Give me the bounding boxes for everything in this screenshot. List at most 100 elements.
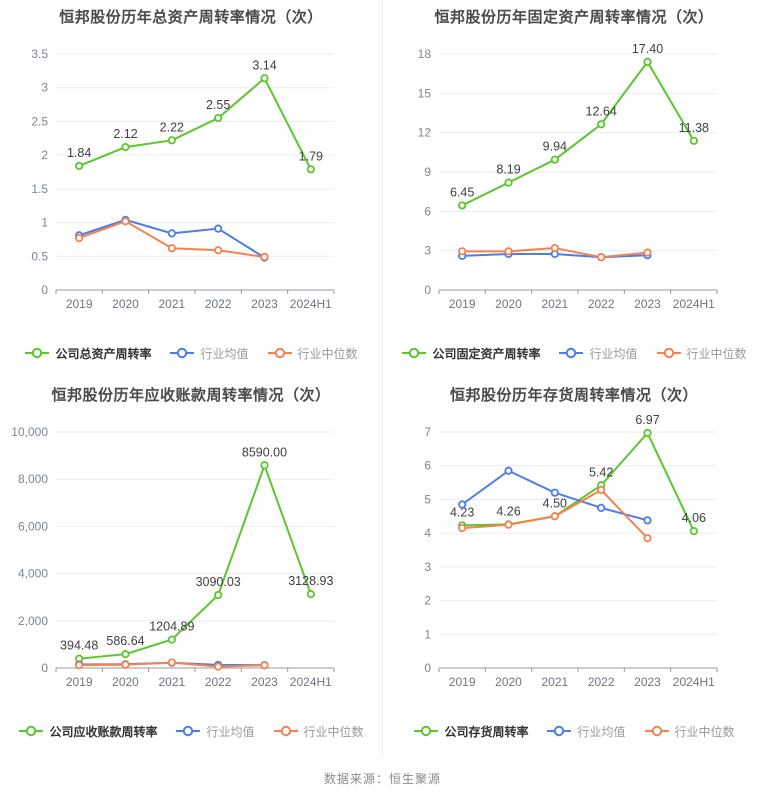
data-point-marker[interactable] <box>167 658 176 667</box>
data-point-marker[interactable] <box>643 248 652 257</box>
data-point-marker[interactable] <box>306 165 315 174</box>
legend-item[interactable]: 行业均值 <box>558 345 638 362</box>
legend-label: 公司固定资产周转率 <box>432 346 541 361</box>
data-point-marker[interactable] <box>75 233 84 243</box>
data-point-marker[interactable] <box>504 178 513 187</box>
y-axis-tick-label: 6 <box>424 459 431 473</box>
data-point-marker[interactable] <box>550 488 559 497</box>
y-axis-tick-label: 5 <box>424 492 431 506</box>
legend-item[interactable]: 行业中位数 <box>273 723 364 740</box>
legend-item[interactable]: 行业均值 <box>175 723 255 740</box>
line-plot: 0 3 6 9 12 15 18 2019 2020 2021 2022 2023 2024H1 6.45… <box>383 30 765 336</box>
x-axis-tick-label: 2023 <box>634 297 661 311</box>
data-point-marker[interactable] <box>458 247 467 256</box>
x-axis-tick-label: 2024H1 <box>290 297 332 311</box>
legend-item[interactable]: 行业均值 <box>169 345 249 362</box>
data-point-marker[interactable] <box>167 244 176 253</box>
data-point-marker[interactable] <box>214 662 223 671</box>
y-axis-tick-label: 1.5 <box>31 182 48 196</box>
data-point-marker[interactable] <box>167 136 176 145</box>
chart-title: 恒邦股份历年应收账款周转率情况（次） <box>51 387 331 404</box>
data-point-marker[interactable] <box>214 590 223 600</box>
data-point-marker[interactable] <box>75 161 84 171</box>
y-axis-tick-label: 3 <box>424 560 431 574</box>
data-point-marker[interactable] <box>260 74 269 83</box>
data-point-marker[interactable] <box>689 527 698 536</box>
legend-item[interactable]: 行业中位数 <box>644 723 735 740</box>
data-point-marker[interactable] <box>550 155 559 164</box>
charts-grid: 恒邦股份历年总资产周转率情况（次） 0 0.5 1 1.5 2 2.5 3 3.5 2019 20… <box>0 0 765 756</box>
data-point-marker[interactable] <box>75 661 84 670</box>
legend-marker-icon <box>176 725 201 737</box>
y-axis-tick-label: 0.5 <box>31 249 48 263</box>
x-axis-tick-label: 2021 <box>541 297 568 311</box>
legend-label: 公司总资产周转率 <box>55 346 152 361</box>
legend-item[interactable]: 行业中位数 <box>656 345 747 362</box>
y-axis-tick-label: 8,000 <box>18 472 48 486</box>
data-point-label: 4.50 <box>543 496 567 510</box>
data-point-marker[interactable] <box>214 113 223 123</box>
x-axis-tick-label: 2021 <box>158 675 185 689</box>
data-point-marker[interactable] <box>306 590 315 599</box>
data-point-marker[interactable] <box>121 660 130 669</box>
legend-item[interactable]: 行业中位数 <box>267 345 358 362</box>
legend-label: 公司应收账款周转率 <box>49 724 158 739</box>
line-plot: 0 2,000 4,000 6,000 8,000 10,000 2019 2020 2021 2… <box>0 408 382 714</box>
data-source-note: 数据来源：恒生聚源 <box>323 772 441 786</box>
data-point-marker[interactable] <box>597 120 606 129</box>
data-point-marker[interactable] <box>458 523 467 533</box>
legend-item[interactable]: 公司应收账款周转率 <box>18 723 157 740</box>
series-line <box>78 77 312 171</box>
data-point-marker[interactable] <box>121 650 130 659</box>
data-point-label: 6.97 <box>635 413 659 427</box>
data-point-marker[interactable] <box>121 217 130 226</box>
data-point-marker[interactable] <box>597 253 606 262</box>
data-point-marker[interactable] <box>643 57 652 66</box>
legend-item[interactable]: 公司存货周转率 <box>413 723 528 740</box>
legend-marker-icon <box>414 725 439 737</box>
x-axis-tick-label: 2023 <box>634 675 661 689</box>
data-point-label: 2.55 <box>206 98 230 112</box>
legend-item[interactable]: 行业均值 <box>546 723 626 740</box>
data-point-marker[interactable] <box>597 503 606 512</box>
data-point-marker[interactable] <box>167 635 176 644</box>
data-point-marker[interactable] <box>260 252 269 262</box>
legend-item[interactable]: 公司固定资产周转率 <box>401 345 540 362</box>
data-point-marker[interactable] <box>643 534 652 543</box>
x-axis-tick-label: 2022 <box>205 297 232 311</box>
data-point-label: 8.19 <box>496 163 520 177</box>
data-point-marker[interactable] <box>121 142 130 152</box>
data-point-marker[interactable] <box>550 512 559 521</box>
data-point-label: 1.84 <box>67 146 91 160</box>
data-point-marker[interactable] <box>214 224 223 233</box>
data-point-marker[interactable] <box>504 247 513 256</box>
data-point-marker[interactable] <box>643 516 652 525</box>
y-axis-tick-label: 7 <box>424 425 431 439</box>
y-axis-tick-label: 2.5 <box>31 114 48 128</box>
data-point-marker[interactable] <box>458 201 467 210</box>
chart-legend: 公司存货周转率 行业均值 行业中位数 <box>383 714 765 748</box>
data-point-marker[interactable] <box>504 466 513 475</box>
y-axis-tick-label: 4,000 <box>18 567 48 581</box>
series-line <box>461 60 695 207</box>
data-point-marker[interactable] <box>504 520 513 529</box>
chart-total-asset-turnover: 恒邦股份历年总资产周转率情况（次） 0 0.5 1 1.5 2 2.5 3 3.5 2019 20… <box>0 0 382 378</box>
data-point-marker[interactable] <box>643 428 652 438</box>
legend-marker-icon <box>656 347 681 359</box>
data-point-marker[interactable] <box>689 136 698 145</box>
data-point-marker[interactable] <box>167 229 176 238</box>
data-point-marker[interactable] <box>260 461 269 470</box>
data-point-marker[interactable] <box>260 661 269 670</box>
legend-label: 行业均值 <box>206 724 255 739</box>
data-point-marker[interactable] <box>597 485 606 495</box>
data-point-label: 3090.03 <box>196 575 241 589</box>
data-point-marker[interactable] <box>214 246 223 255</box>
data-point-marker[interactable] <box>550 243 559 253</box>
data-point-label: 4.06 <box>682 511 706 525</box>
chart-title: 恒邦股份历年固定资产周转率情况（次） <box>434 9 714 26</box>
data-point-label: 3.14 <box>252 58 276 72</box>
x-axis-tick-label: 2022 <box>588 675 615 689</box>
legend-item[interactable]: 公司总资产周转率 <box>24 345 151 362</box>
data-point-marker[interactable] <box>458 500 467 509</box>
